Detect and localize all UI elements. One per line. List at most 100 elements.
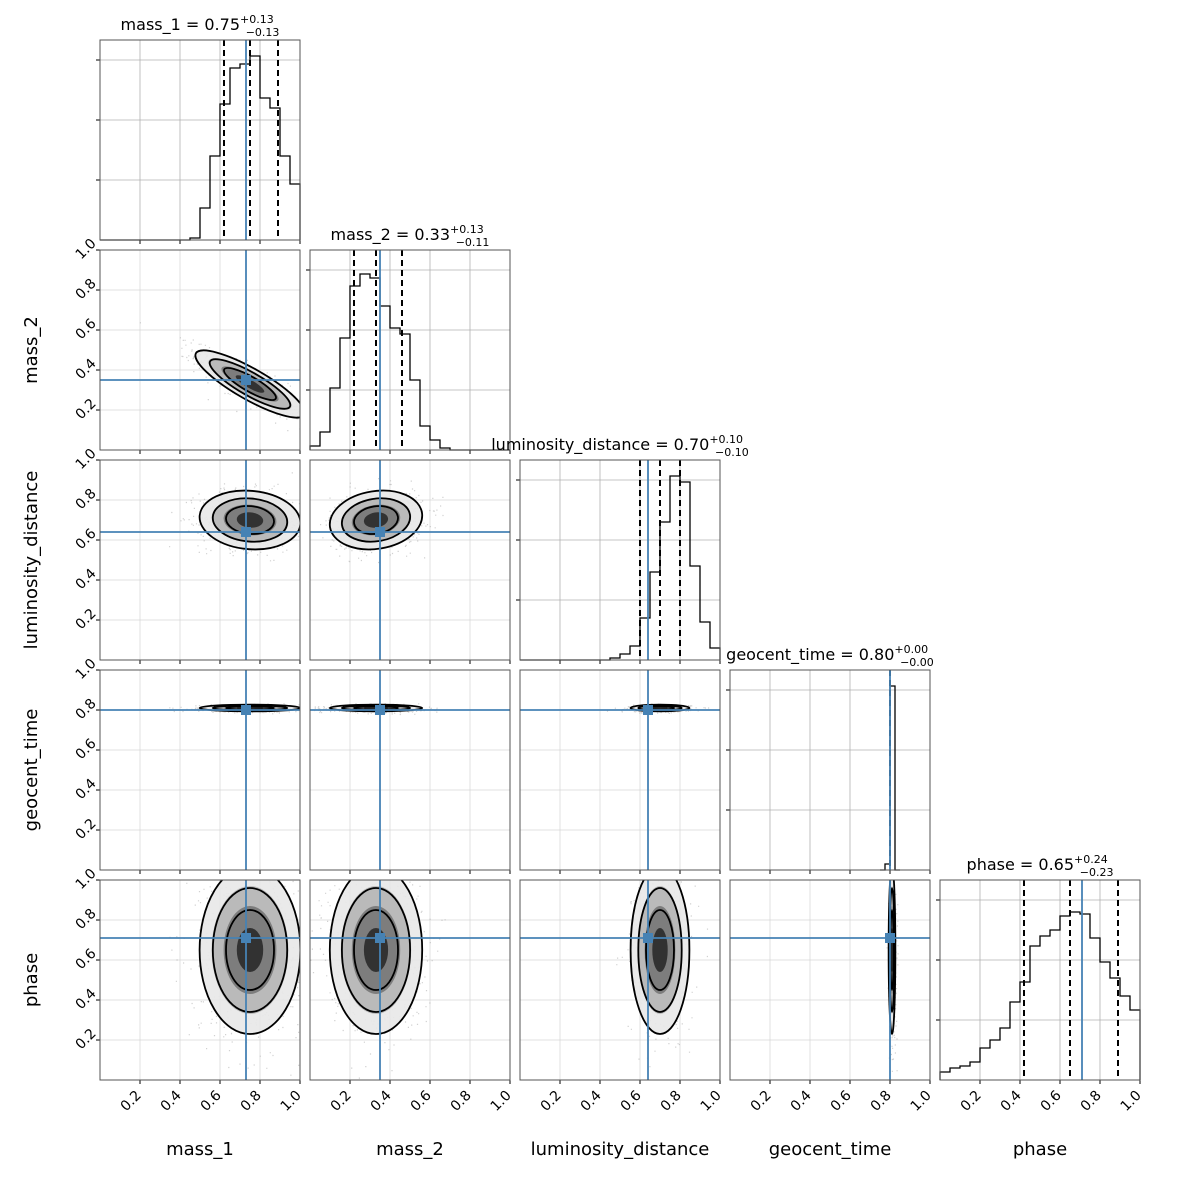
x-tick-label: 0.8 [868, 1088, 895, 1115]
truth-marker [241, 375, 251, 385]
contour-line-2 [353, 909, 399, 991]
x-tick-label: 1.0 [698, 1088, 725, 1115]
contour-line-1 [341, 887, 412, 1013]
panel-mass_1-phase: 0.2 0.4 0.6 0.8 1.0 phase 0.2 0.4 0.6 0.8 1.0 mass_… [21, 866, 305, 1160]
panel-frame [309, 879, 511, 1081]
panel-title-luminosity_distance: luminosity_distance = 0.70+0.10 −0.10 [491, 433, 749, 459]
panel-content [100, 670, 300, 870]
histogram-luminosity_distance [520, 475, 721, 661]
truth-marker [241, 527, 251, 537]
y-tick-label: 0.4 [73, 776, 100, 803]
panel-luminosity_distance-geocent_time [519, 669, 721, 874]
panel-frame [309, 249, 511, 451]
truth-marker [375, 933, 385, 943]
panel-content [100, 250, 300, 450]
x-tick-label: 0.6 [408, 1088, 435, 1115]
histogram-mass_1 [100, 55, 301, 241]
density-level-3 [652, 706, 668, 710]
x-tick-label: 0.2 [748, 1088, 775, 1115]
y-tick-label: 1.0 [73, 656, 100, 683]
x-axis-label-mass_1: mass_1 [166, 1139, 234, 1160]
panel-frame [309, 459, 511, 661]
panel-mass_2-luminosity_distance [309, 459, 511, 664]
y-tick-label: 0.6 [73, 946, 100, 973]
panel-frame [99, 669, 301, 871]
truth-marker [375, 527, 385, 537]
contour-line-0 [328, 880, 424, 1035]
y-tick-label: 0.8 [73, 486, 100, 513]
panel-title-mass_2: mass_2 = 0.33+0.13 −0.11 [331, 223, 490, 249]
x-tick-label: 1.0 [278, 1088, 305, 1115]
contour-line-1 [211, 887, 289, 1013]
panel-mass_2-phase: 0.2 0.4 0.6 0.8 1.0 mass_2 [309, 879, 515, 1160]
panel-geocent_time-geocent_time: geocent_time = 0.80+0.00 −0.00 [726, 643, 934, 874]
truth-marker [643, 705, 653, 715]
x-tick-label: 0.4 [158, 1088, 185, 1115]
x-tick-label: 0.2 [958, 1088, 985, 1115]
panel-mass_1-mass_1: mass_1 = 0.75+0.13 −0.13 [96, 13, 301, 244]
x-tick-label: 0.4 [998, 1088, 1025, 1115]
x-tick-label: 0.8 [238, 1088, 265, 1115]
x-axis-label-luminosity_distance: luminosity_distance [531, 1139, 710, 1160]
x-tick-label: 0.8 [658, 1088, 685, 1115]
x-axis-label-mass_2: mass_2 [376, 1139, 444, 1160]
x-axis-label-geocent_time: geocent_time [769, 1139, 892, 1160]
panel-frame [309, 669, 511, 871]
panel-content [730, 880, 930, 1080]
panel-content [310, 670, 510, 870]
panel-content [100, 880, 300, 1080]
panel-frame [519, 669, 721, 871]
truth-marker [643, 933, 653, 943]
panel-content [100, 460, 300, 660]
panel-content [520, 880, 720, 1080]
panel-title-phase: phase = 0.65+0.24 −0.23 [967, 853, 1114, 879]
panel-luminosity_distance-luminosity_distance: luminosity_distance = 0.70+0.10 −0.10 [491, 433, 749, 664]
density-level-3 [363, 512, 389, 528]
panel-frame [99, 879, 301, 1081]
x-tick-label: 0.6 [618, 1088, 645, 1115]
panel-content [310, 460, 510, 660]
histogram-phase [939, 911, 1141, 1080]
contour-line-2 [645, 909, 675, 991]
x-tick-label: 0.2 [118, 1088, 145, 1115]
contour-line-2 [225, 909, 275, 991]
y-tick-label: 1.0 [73, 866, 100, 893]
x-tick-label: 1.0 [1118, 1088, 1145, 1115]
panel-frame [99, 459, 301, 661]
y-tick-label: 1.0 [73, 446, 100, 473]
panel-frame [519, 459, 721, 661]
panel-mass_1-luminosity_distance: 0.2 0.4 0.6 0.8 1.0 luminosity_distance [21, 446, 301, 664]
y-tick-label: 1.0 [73, 236, 100, 263]
panel-frame [729, 879, 931, 1081]
panel-mass_2-geocent_time [309, 669, 511, 874]
panel-content [520, 670, 720, 870]
y-tick-label: 0.6 [73, 736, 100, 763]
y-tick-label: 0.2 [73, 396, 100, 423]
x-tick-label: 0.8 [448, 1088, 475, 1115]
contour-line-0 [629, 880, 691, 1035]
y-tick-label: 0.6 [73, 316, 100, 343]
y-axis-label-geocent_time: geocent_time [21, 709, 42, 832]
panel-mass_1-geocent_time: 0.2 0.4 0.6 0.8 1.0 geocent_time [21, 656, 301, 874]
histogram-mass_2 [309, 273, 510, 451]
panel-frame [99, 39, 301, 241]
x-tick-label: 0.4 [368, 1088, 395, 1115]
x-tick-label: 0.4 [578, 1088, 605, 1115]
truth-marker [241, 705, 251, 715]
y-tick-label: 0.8 [73, 906, 100, 933]
truth-marker [375, 705, 385, 715]
x-tick-label: 0.4 [788, 1088, 815, 1115]
contour-line-0 [194, 349, 300, 419]
x-tick-label: 1.0 [488, 1088, 515, 1115]
y-tick-label: 0.4 [73, 986, 100, 1013]
x-tick-label: 0.8 [1078, 1088, 1105, 1115]
panel-mass_2-mass_2: mass_2 = 0.33+0.13 −0.11 [306, 223, 511, 454]
contour-line-0 [198, 880, 300, 1035]
y-tick-label: 0.4 [73, 356, 100, 383]
panel-frame [729, 669, 931, 871]
y-tick-label: 0.2 [73, 816, 100, 843]
y-tick-label: 0.2 [73, 1026, 100, 1053]
panel-mass_1-mass_2: 0.2 0.4 0.6 0.8 1.0 mass_2 [21, 236, 301, 454]
y-tick-label: 0.6 [73, 526, 100, 553]
